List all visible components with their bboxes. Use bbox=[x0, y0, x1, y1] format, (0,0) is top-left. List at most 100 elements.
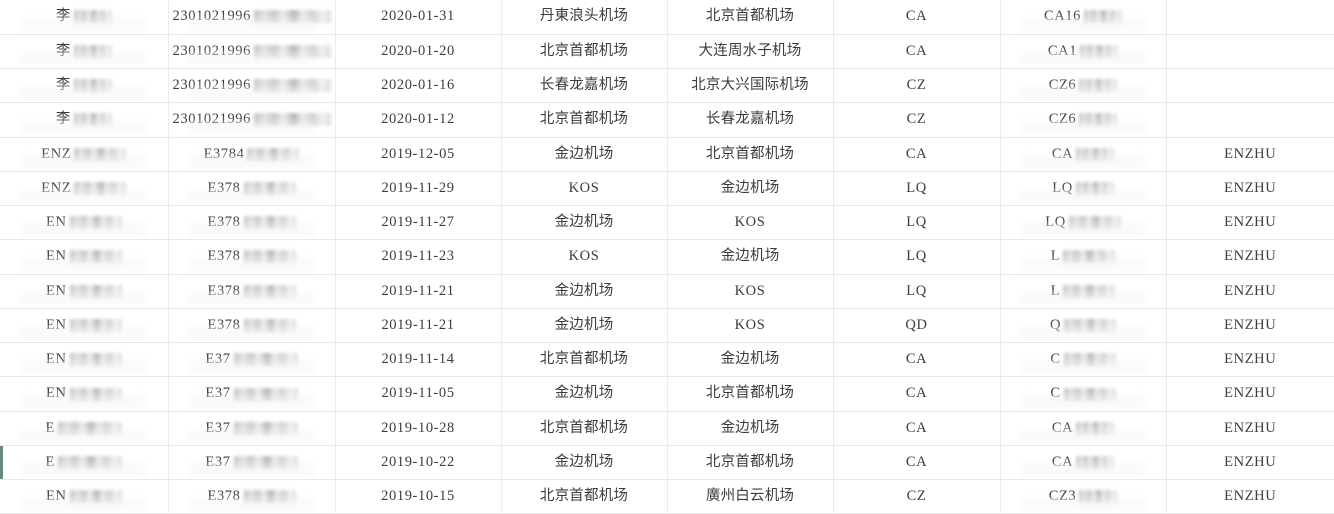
cell-text-dep: 北京首都机场 bbox=[539, 488, 629, 505]
cell-text-date: 2019-11-21 bbox=[381, 316, 455, 333]
cell-dep: KOS bbox=[501, 239, 668, 275]
table-row[interactable]: E E37 2019-10-22 金边机场 北京首都机场 CA CA ENZHU bbox=[0, 445, 1334, 481]
cell-tag: ENZHU bbox=[1166, 411, 1334, 446]
cell-idno: E37 bbox=[168, 376, 336, 412]
redaction-block bbox=[233, 456, 298, 470]
cell-text-idno: 2301021996 bbox=[172, 42, 251, 59]
redaction-block bbox=[73, 10, 112, 24]
table-row[interactable]: EN E378 2019-10-15 北京首都机场 廣州白云机场 CZ CZ3 ENZHU bbox=[0, 479, 1334, 514]
table-row[interactable]: EN E37 2019-11-14 北京首都机场 金边机场 CA C ENZHU bbox=[0, 342, 1334, 378]
cell-flight: CA bbox=[1000, 411, 1167, 446]
redaction-block bbox=[243, 284, 296, 298]
cell-text-flight: LQ bbox=[1045, 214, 1066, 231]
cell-tag: ENZHU bbox=[1166, 479, 1334, 514]
cell-flight: CA bbox=[1000, 137, 1167, 172]
cell-text-dep: 金边机场 bbox=[554, 385, 614, 402]
cell-text-flight: CZ6 bbox=[1048, 111, 1077, 128]
cell-dep: KOS bbox=[501, 171, 668, 207]
cell-name: 李 bbox=[0, 34, 169, 70]
cell-text-idno: E378 bbox=[207, 282, 241, 299]
cell-carrier: CZ bbox=[833, 68, 1001, 104]
table-row[interactable]: EN E378 2019-11-21 金边机场 KOS QD Q ENZHU bbox=[0, 308, 1334, 344]
cell-date: 2019-11-21 bbox=[335, 274, 502, 309]
cell-arr: 长春龙嘉机场 bbox=[667, 102, 834, 138]
table-row[interactable]: EN E378 2019-11-23 KOS 金边机场 LQ L ENZHU bbox=[0, 239, 1334, 275]
cell-text-carrier: LQ bbox=[906, 282, 927, 299]
redaction-block bbox=[69, 387, 122, 401]
cell-text-dep: 北京首都机场 bbox=[539, 111, 629, 128]
cell-text-carrier: CZ bbox=[906, 76, 927, 93]
cell-flight: C bbox=[1000, 342, 1167, 378]
cell-text-name: 李 bbox=[55, 8, 71, 25]
cell-flight: CA1 bbox=[1000, 34, 1167, 70]
cell-text-carrier: CA bbox=[905, 42, 928, 59]
table-row[interactable]: EN E378 2019-11-27 金边机场 KOS LQ LQ ENZHU bbox=[0, 205, 1334, 241]
cell-text-arr: 金边机场 bbox=[720, 419, 780, 436]
cell-text-name: 李 bbox=[55, 76, 71, 93]
table-row[interactable]: EN E378 2019-11-21 金边机场 KOS LQ L ENZHU bbox=[0, 274, 1334, 309]
cell-text-name: EN bbox=[45, 351, 67, 368]
cell-flight: C bbox=[1000, 376, 1167, 412]
table-row[interactable]: 李 2301021996 2020-01-31 丹東浪头机场 北京首都机场 CA CA16 bbox=[0, 0, 1334, 35]
cell-text-arr: 金边机场 bbox=[720, 351, 780, 368]
cell-name: ENZ bbox=[0, 137, 169, 172]
cell-arr: 金边机场 bbox=[667, 239, 834, 275]
cell-flight: LQ bbox=[1000, 171, 1167, 207]
table-row[interactable]: 李 2301021996 2020-01-20 北京首都机场 大连周水子机场 CA CA1 bbox=[0, 34, 1334, 70]
cell-date: 2020-01-16 bbox=[335, 68, 502, 104]
cell-dep: 北京首都机场 bbox=[501, 342, 668, 378]
cell-text-date: 2019-11-05 bbox=[381, 385, 455, 402]
cell-date: 2019-11-27 bbox=[335, 205, 502, 241]
cell-idno: 2301021996 bbox=[168, 0, 336, 35]
redaction-block bbox=[1063, 387, 1116, 401]
cell-tag: ENZHU bbox=[1166, 308, 1334, 344]
table-row[interactable]: ENZ E378 2019-11-29 KOS 金边机场 LQ LQ ENZHU bbox=[0, 171, 1334, 207]
redaction-block bbox=[69, 250, 122, 264]
cell-idno: 2301021996 bbox=[168, 68, 336, 104]
cell-text-idno: E378 bbox=[207, 214, 241, 231]
table-row[interactable]: 李 2301021996 2020-01-16 长春龙嘉机场 北京大兴国际机场 CZ CZ6 bbox=[0, 68, 1334, 104]
cell-text-dep: 金边机场 bbox=[554, 282, 614, 299]
cell-date: 2019-11-23 bbox=[335, 239, 502, 275]
table-row[interactable]: EN E37 2019-11-05 金边机场 北京首都机场 CA C ENZHU bbox=[0, 376, 1334, 412]
table-row[interactable]: ENZ E3784 2019-12-05 金边机场 北京首都机场 CA CA ENZHU bbox=[0, 137, 1334, 172]
cell-idno: E378 bbox=[168, 171, 336, 207]
cell-text-flight: CA bbox=[1051, 145, 1074, 162]
cell-text-carrier: CZ bbox=[906, 111, 927, 128]
cell-text-arr: 北京首都机场 bbox=[705, 385, 795, 402]
cell-arr: KOS bbox=[667, 205, 834, 241]
redaction-block bbox=[233, 353, 298, 367]
cell-flight: CZ6 bbox=[1000, 68, 1167, 104]
cell-text-name: ENZ bbox=[41, 179, 72, 196]
redaction-block bbox=[243, 250, 296, 264]
cell-idno: E378 bbox=[168, 205, 336, 241]
cell-arr: 北京大兴国际机场 bbox=[667, 68, 834, 104]
cell-text-idno: E37 bbox=[205, 453, 231, 470]
cell-text-date: 2019-12-05 bbox=[381, 145, 455, 162]
cell-carrier: CA bbox=[833, 0, 1001, 35]
cell-carrier: CA bbox=[833, 411, 1001, 446]
cell-text-tag: ENZHU bbox=[1224, 419, 1277, 436]
redaction-block bbox=[1084, 10, 1123, 24]
cell-text-idno: 2301021996 bbox=[172, 76, 251, 93]
cell-text-dep: KOS bbox=[568, 248, 600, 265]
cell-text-flight: CA16 bbox=[1043, 8, 1082, 25]
cell-text-dep: 金边机场 bbox=[554, 145, 614, 162]
cell-arr: 金边机场 bbox=[667, 171, 834, 207]
table-row[interactable]: E E37 2019-10-28 北京首都机场 金边机场 CA CA ENZHU bbox=[0, 411, 1334, 446]
cell-name: 李 bbox=[0, 0, 169, 35]
cell-carrier: LQ bbox=[833, 171, 1001, 207]
cell-text-tag: ENZHU bbox=[1224, 351, 1277, 368]
cell-text-flight: L bbox=[1050, 282, 1061, 299]
cell-text-carrier: CA bbox=[905, 453, 928, 470]
cell-text-flight: LQ bbox=[1052, 179, 1073, 196]
table-row[interactable]: 李 2301021996 2020-01-12 北京首都机场 长春龙嘉机场 CZ CZ6 bbox=[0, 102, 1334, 138]
cell-text-arr: KOS bbox=[734, 316, 766, 333]
cell-arr: KOS bbox=[667, 308, 834, 344]
cell-flight: Q bbox=[1000, 308, 1167, 344]
cell-carrier: CA bbox=[833, 137, 1001, 172]
redaction-block bbox=[1075, 181, 1114, 195]
cell-carrier: LQ bbox=[833, 274, 1001, 309]
cell-text-flight: C bbox=[1050, 351, 1061, 368]
cell-text-dep: 丹東浪头机场 bbox=[539, 8, 629, 25]
